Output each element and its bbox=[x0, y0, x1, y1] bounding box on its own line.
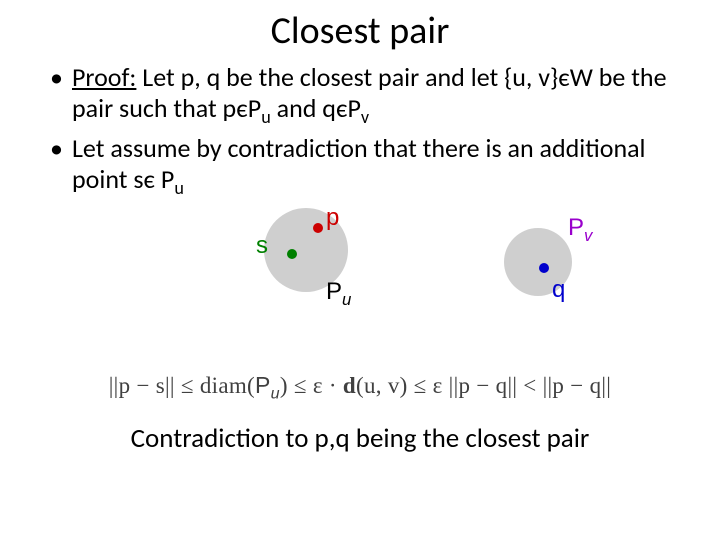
formula-row: ||p − s|| ≤ diam(Pu) ≤ ε · d(u, v) ≤ ε |… bbox=[0, 364, 720, 422]
formula-pu-sub: u bbox=[271, 385, 280, 403]
label-q: q bbox=[552, 276, 565, 304]
label-p: p bbox=[326, 204, 339, 232]
bullet-1-text-a: Let p, q be the closest pair and let {u,… bbox=[72, 61, 667, 124]
formula-d: d bbox=[343, 373, 356, 398]
bullet-1: Proof: Let p, q be the closest pair and … bbox=[50, 62, 690, 129]
bullet-2-text: Let assume by contradiction that there i… bbox=[72, 132, 646, 195]
formula: ||p − s|| ≤ diam(Pu) ≤ ε · d(u, v) ≤ ε |… bbox=[109, 373, 611, 398]
label-s: s bbox=[256, 232, 268, 260]
bullet-1-sub-u: u bbox=[261, 106, 271, 128]
formula-pu: P bbox=[255, 372, 271, 398]
conclusion: Contradiction to p,q being the closest p… bbox=[0, 422, 720, 455]
label-pv: Pv bbox=[568, 214, 592, 246]
bullet-2-sub-u: u bbox=[174, 178, 184, 200]
bullet-list: Proof: Let p, q be the closest pair and … bbox=[0, 62, 720, 200]
bullet-1-sub-v: v bbox=[361, 106, 369, 128]
bullet-1-text-b: and qєP bbox=[271, 92, 361, 124]
formula-part3: (u, v) ≤ ε ||p − q|| < ||p − q|| bbox=[356, 373, 611, 398]
label-pu: Pu bbox=[326, 278, 351, 310]
proof-label: Proof: bbox=[72, 61, 136, 93]
formula-part2: ) ≤ ε · bbox=[280, 373, 343, 398]
bullet-2: Let assume by contradiction that there i… bbox=[50, 133, 690, 200]
formula-part1: ||p − s|| ≤ diam( bbox=[109, 373, 255, 398]
diagram: s p Pu Pv q bbox=[0, 204, 720, 364]
slide-title: Closest pair bbox=[0, 0, 720, 62]
